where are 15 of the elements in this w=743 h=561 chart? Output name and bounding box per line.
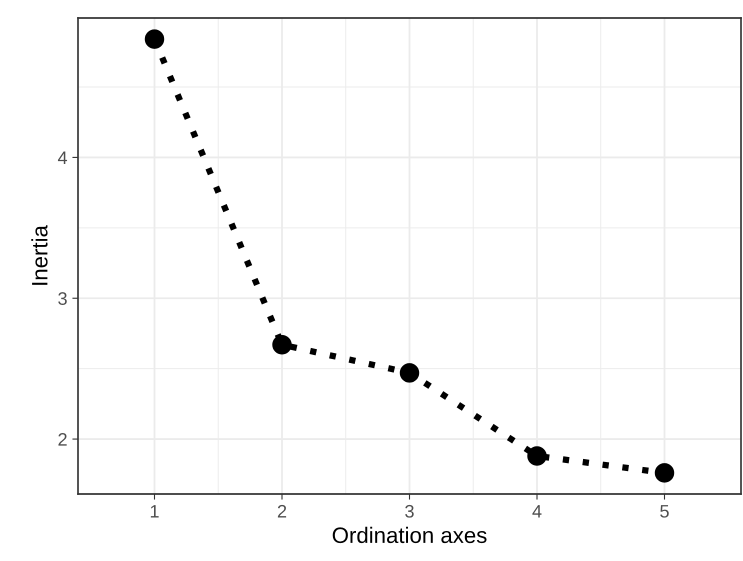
x-tick-label: 2 bbox=[278, 504, 286, 518]
y-tick-label: 4 bbox=[58, 152, 68, 164]
point bbox=[272, 335, 292, 354]
point bbox=[144, 29, 164, 49]
y-tick-label: 3 bbox=[58, 292, 67, 305]
x-tick-label: 5 bbox=[660, 505, 669, 518]
x-tick-label: 4 bbox=[532, 505, 542, 518]
x-tick-label: 1 bbox=[150, 505, 159, 518]
x-axis-title: Ordination axes bbox=[332, 526, 487, 544]
point bbox=[527, 446, 547, 466]
point bbox=[400, 363, 420, 383]
x-tick-label: 3 bbox=[405, 504, 414, 518]
y-tick-label: 2 bbox=[58, 433, 67, 446]
point bbox=[654, 463, 674, 483]
y-axis-title: Inertia bbox=[31, 225, 48, 285]
